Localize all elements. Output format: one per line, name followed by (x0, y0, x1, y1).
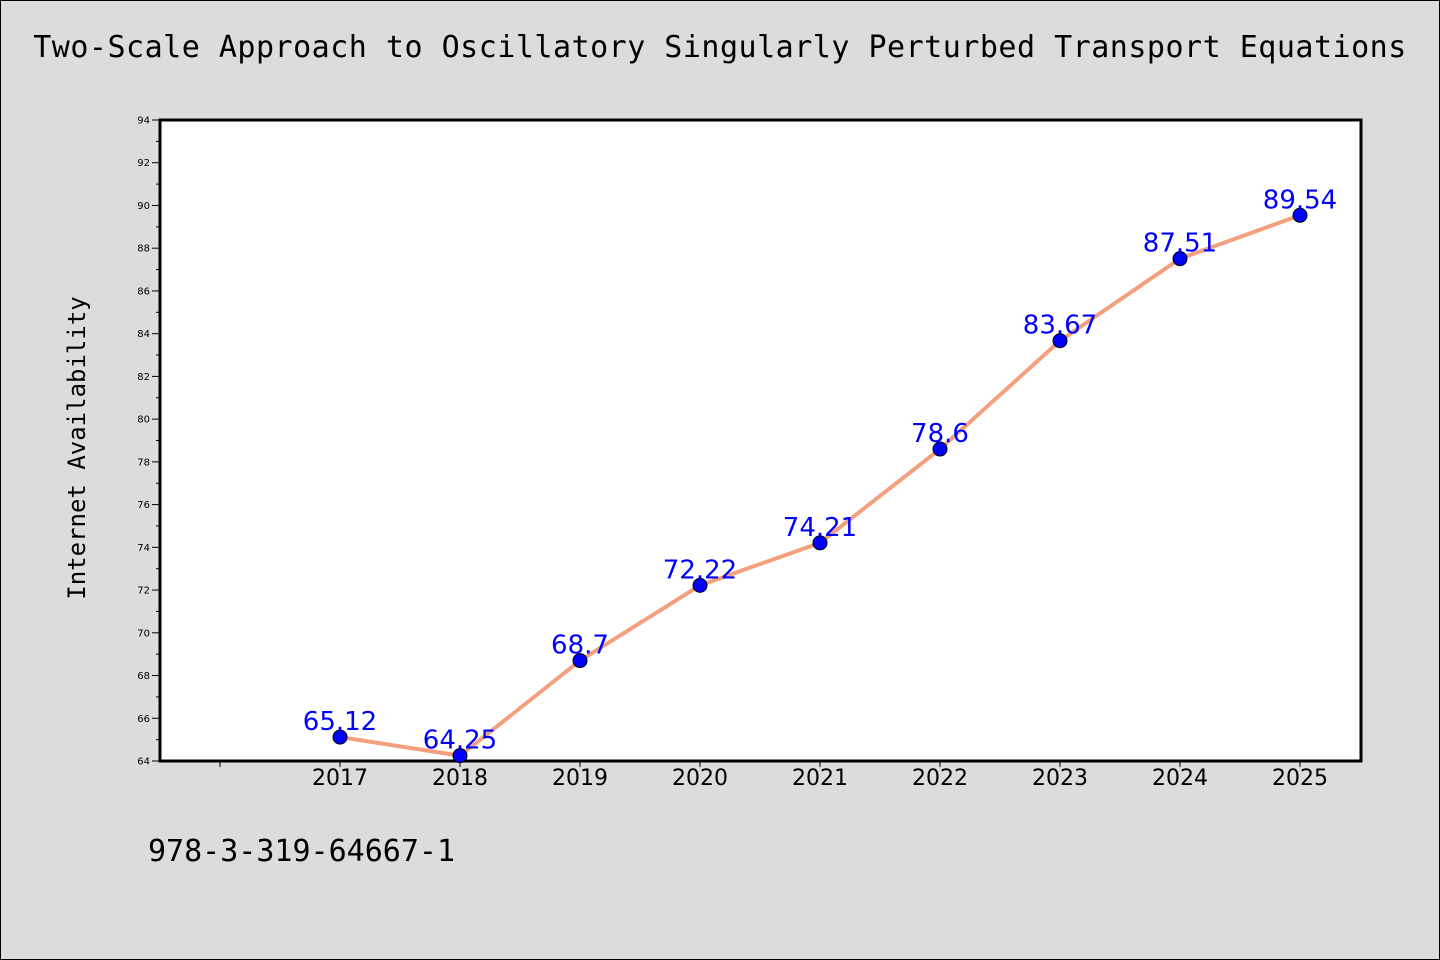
x-tick-label: 2022 (912, 766, 968, 791)
data-label: 64.25 (423, 726, 497, 756)
x-tick-label: 2017 (312, 766, 368, 791)
plot-area (158, 118, 1363, 763)
y-tick-label: 70 (137, 628, 150, 639)
y-tick-label: 78 (137, 457, 150, 468)
y-tick-label: 72 (137, 586, 150, 597)
y-tick-label: 64 (137, 757, 150, 768)
data-point (452, 748, 468, 764)
data-label: 65.12 (303, 707, 377, 737)
data-label: 87.51 (1143, 229, 1217, 259)
data-label: 68.7 (551, 631, 609, 661)
y-tick-label: 84 (137, 329, 150, 340)
isbn-text: 978-3-319-64667-1 (148, 834, 456, 869)
data-point (332, 729, 348, 745)
data-point (932, 441, 948, 457)
data-label: 89.54 (1263, 185, 1337, 215)
y-tick-label: 74 (137, 543, 150, 554)
data-label: 74.21 (783, 513, 857, 543)
data-point (1172, 251, 1188, 267)
data-label: 78.6 (911, 419, 969, 449)
data-point (572, 653, 588, 669)
x-tick-label: 2024 (1152, 766, 1208, 791)
y-tick-label: 86 (137, 286, 150, 297)
y-tick-label: 82 (137, 372, 150, 383)
x-tick-label: 2023 (1032, 766, 1088, 791)
data-point (692, 577, 708, 593)
data-point (1052, 333, 1068, 349)
x-tick-label: 2019 (552, 766, 608, 791)
data-label: 72.22 (663, 555, 737, 585)
data-point (812, 535, 828, 551)
y-tick-label: 76 (137, 500, 150, 511)
data-point (1292, 207, 1308, 223)
data-label: 83.67 (1023, 311, 1097, 341)
y-tick-label: 66 (137, 714, 150, 725)
x-tick-label: 2018 (432, 766, 488, 791)
chart-title: Two-Scale Approach to Oscillatory Singul… (33, 30, 1407, 65)
y-tick-label: 94 (137, 116, 150, 127)
y-tick-label: 92 (137, 158, 150, 169)
y-tick-label: 90 (137, 201, 150, 212)
y-tick-label: 88 (137, 244, 150, 255)
x-tick-label: 2020 (672, 766, 728, 791)
y-tick-label: 80 (137, 415, 150, 426)
x-tick-label: 2025 (1272, 766, 1328, 791)
x-tick-label: 2021 (792, 766, 848, 791)
y-tick-label: 68 (137, 671, 150, 682)
